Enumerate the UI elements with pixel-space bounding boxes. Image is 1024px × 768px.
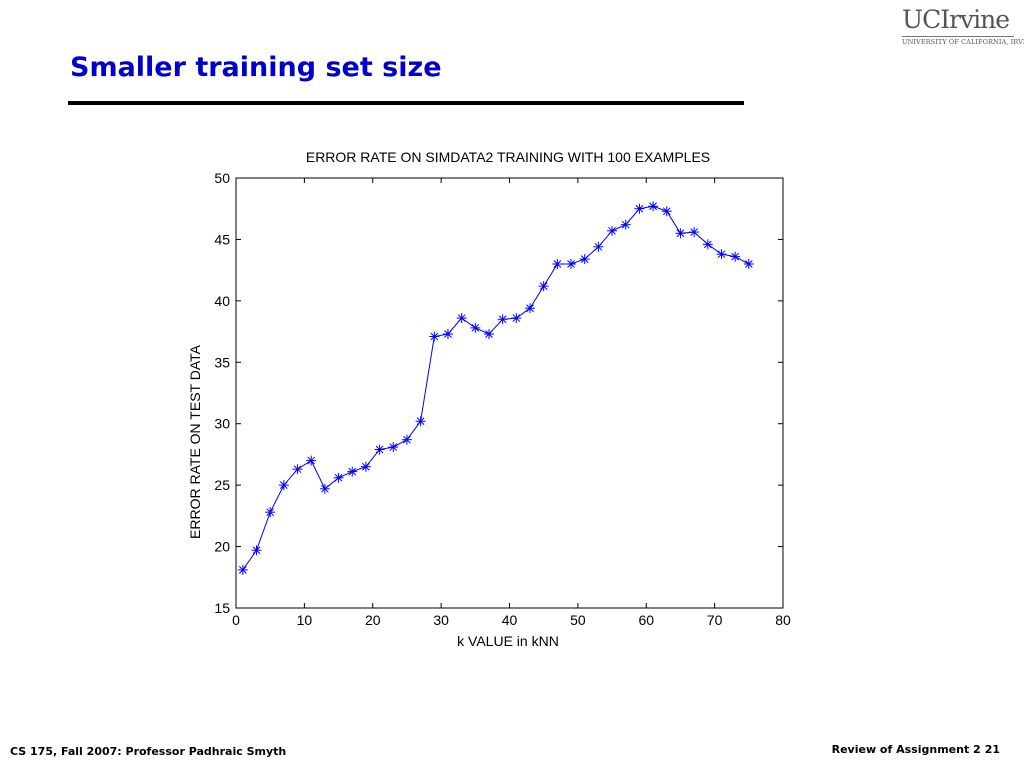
- error-rate-chart: ERROR RATE ON SIMDATA2 TRAINING WITH 100…: [187, 149, 791, 649]
- axis-ticks: 0 10 20 30 40 50 60 70 80 15 20 25 30 35 40 45 50: [214, 170, 791, 628]
- data-point-marker: [552, 259, 563, 269]
- y-tick-label: 30: [214, 416, 230, 432]
- data-point-marker: [607, 225, 618, 236]
- y-tick-label: 20: [214, 539, 230, 555]
- series-markers: [237, 201, 754, 575]
- data-point-marker: [429, 331, 440, 342]
- data-point-marker: [470, 322, 481, 333]
- chart-title: ERROR RATE ON SIMDATA2 TRAINING WITH 100…: [306, 149, 710, 165]
- data-point-marker: [620, 219, 631, 230]
- slide-title: Smaller training set size: [70, 52, 442, 83]
- data-point-marker: [292, 464, 303, 475]
- data-point-marker: [374, 444, 385, 455]
- data-point-marker: [456, 313, 467, 324]
- y-tick-label: 25: [214, 477, 230, 493]
- uc-irvine-logo: UCIrvine UNIVERSITY OF CALIFORNIA, IRVIN…: [902, 5, 1024, 47]
- data-point-marker: [483, 329, 494, 340]
- data-point-marker: [415, 416, 426, 427]
- data-point-marker: [401, 434, 412, 445]
- y-tick-label: 15: [214, 600, 230, 616]
- data-point-marker: [388, 442, 399, 453]
- data-point-marker: [511, 313, 522, 324]
- data-point-marker: [675, 228, 686, 239]
- x-tick-label: 20: [365, 612, 381, 628]
- data-point-marker: [278, 480, 289, 491]
- data-point-marker: [661, 206, 672, 217]
- y-tick-label: 50: [214, 170, 230, 186]
- data-point-marker: [251, 545, 262, 556]
- y-tick-label: 35: [214, 354, 230, 370]
- data-point-marker: [634, 203, 645, 214]
- data-point-marker: [566, 259, 577, 269]
- plot-frame: [235, 177, 784, 609]
- data-point-marker: [579, 254, 590, 265]
- data-point-marker: [648, 201, 659, 212]
- x-tick-label: 60: [638, 612, 654, 628]
- y-tick-label: 40: [214, 293, 230, 309]
- data-point-marker: [716, 249, 727, 260]
- logo-divider: [902, 36, 1014, 37]
- footer-section-title: Review of Assignment 2: [831, 743, 981, 756]
- data-point-marker: [360, 461, 371, 472]
- logo-wordmark: UCIrvine: [902, 5, 1010, 34]
- data-point-marker: [442, 329, 453, 340]
- data-point-marker: [730, 251, 741, 262]
- data-point-marker: [743, 259, 754, 269]
- data-point-marker: [497, 314, 508, 325]
- data-point-marker: [306, 455, 317, 466]
- x-tick-label: 10: [297, 612, 313, 628]
- x-tick-label: 40: [502, 612, 518, 628]
- footer-slide-info: Review of Assignment 2 21: [828, 743, 1000, 756]
- y-axis-label: ERROR RATE ON TEST DATA: [187, 344, 203, 539]
- data-point-marker: [333, 472, 344, 483]
- data-point-marker: [265, 507, 276, 518]
- footer-course-info: CS 175, Fall 2007: Professor Padhraic Sm…: [10, 745, 287, 758]
- data-point-marker: [347, 466, 358, 477]
- data-point-marker: [237, 564, 248, 575]
- x-tick-label: 0: [232, 612, 240, 628]
- x-axis-label: k VALUE in kNN: [457, 633, 559, 649]
- data-point-marker: [538, 281, 549, 292]
- page-number: 21: [984, 743, 1000, 756]
- x-tick-label: 70: [707, 612, 723, 628]
- data-point-marker: [702, 239, 713, 250]
- title-underline: [68, 101, 744, 105]
- logo-subtitle: UNIVERSITY OF CALIFORNIA, IRVINE: [902, 38, 1024, 46]
- y-tick-label: 45: [214, 231, 230, 247]
- x-tick-label: 80: [775, 612, 791, 628]
- x-tick-label: 30: [433, 612, 449, 628]
- data-point-marker: [525, 303, 536, 314]
- data-point-marker: [593, 241, 604, 252]
- series-line: [242, 205, 750, 571]
- x-tick-label: 50: [570, 612, 586, 628]
- data-point-marker: [319, 483, 330, 494]
- data-point-marker: [689, 227, 700, 238]
